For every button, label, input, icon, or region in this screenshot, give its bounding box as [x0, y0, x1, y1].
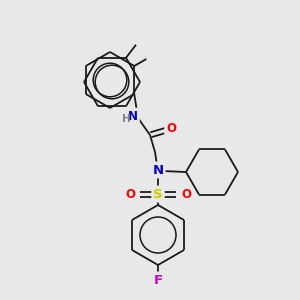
- Text: N: N: [128, 110, 138, 122]
- Text: S: S: [153, 188, 163, 200]
- Text: O: O: [181, 188, 191, 200]
- Text: O: O: [125, 188, 135, 200]
- Text: F: F: [153, 274, 163, 286]
- Text: O: O: [166, 122, 176, 136]
- Text: H: H: [122, 114, 130, 124]
- Text: N: N: [152, 164, 164, 176]
